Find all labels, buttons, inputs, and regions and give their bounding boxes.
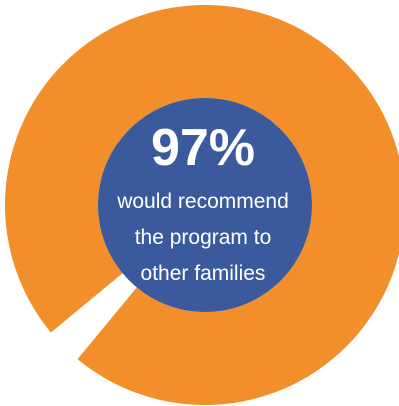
percent-label: 97% [151,119,255,177]
caption-line-1: would recommend [116,190,289,213]
center-disc [98,98,312,312]
caption-line-2: the program to [135,226,272,249]
caption-line-3: other families [141,262,266,285]
ring-arc-recommend [5,5,399,405]
